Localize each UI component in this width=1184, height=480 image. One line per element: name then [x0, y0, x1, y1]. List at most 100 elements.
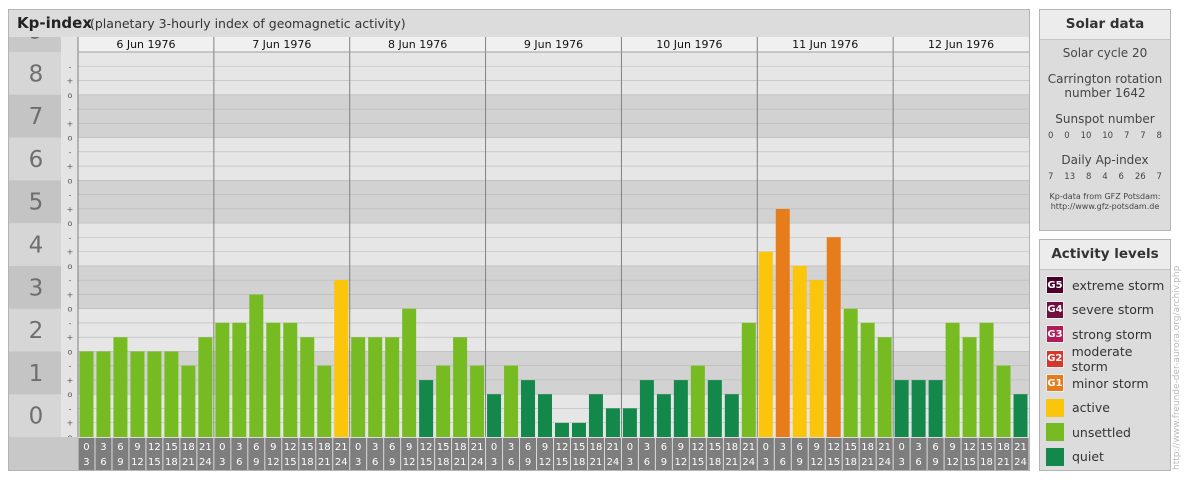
interval-end-label: 12 — [946, 457, 959, 468]
interval-start-label: 21 — [1014, 442, 1027, 453]
carrington-line-2: number 1642 — [1064, 86, 1146, 100]
kp-bar — [809, 280, 824, 437]
interval-start-label: 0 — [491, 442, 497, 453]
minor-tick-label: + — [67, 290, 74, 299]
interval-end-label: 21 — [590, 457, 603, 468]
interval-start-label: 12 — [963, 442, 976, 453]
interval-cell — [757, 438, 774, 470]
activity-level-swatch: G1 — [1046, 374, 1064, 392]
minor-tick-label: - — [69, 62, 72, 71]
interval-cell — [944, 438, 961, 470]
minor-tick-label: + — [67, 376, 74, 385]
interval-start-label: 0 — [898, 442, 904, 453]
kp-bar — [673, 380, 688, 437]
day-label: 11 Jun 1976 — [792, 38, 858, 51]
interval-cell — [587, 438, 604, 470]
y-tick-label: 1 — [29, 361, 44, 387]
interval-start-label: 15 — [301, 442, 314, 453]
minor-tick-label: - — [69, 319, 72, 328]
carrington-line-1: Carrington rotation — [1047, 72, 1163, 86]
ap-value: 7 — [1156, 172, 1162, 182]
activity-level-label: unsettled — [1072, 424, 1131, 440]
interval-end-label: 18 — [165, 457, 178, 468]
interval-start-label: 9 — [678, 442, 684, 453]
kp-bar — [758, 251, 773, 437]
interval-end-label: 24 — [1014, 457, 1027, 468]
interval-end-label: 6 — [644, 457, 650, 468]
kp-bar — [928, 380, 943, 437]
interval-start-label: 12 — [827, 442, 840, 453]
interval-end-label: 15 — [556, 457, 569, 468]
kp-bar — [996, 365, 1011, 437]
data-source-note: Kp-data from GFZ Potsdam: — [1049, 192, 1161, 201]
y-tick-label: 3 — [29, 275, 44, 301]
interval-start-label: 6 — [661, 442, 667, 453]
interval-cell — [689, 438, 706, 470]
kp-bar — [741, 322, 756, 437]
solar-data-panel: Solar data Solar cycle 20 Carrington rot… — [1039, 9, 1171, 231]
interval-cell — [486, 438, 503, 470]
kp-bar — [419, 380, 434, 437]
kp-bar — [232, 322, 247, 437]
interval-start-label: 15 — [165, 442, 178, 453]
interval-start-label: 12 — [556, 442, 569, 453]
interval-start-label: 6 — [253, 442, 259, 453]
interval-end-label: 15 — [827, 457, 840, 468]
sunspot-value: 7 — [1140, 131, 1146, 141]
minor-tick-label: o — [68, 262, 73, 271]
minor-tick-label: o — [68, 91, 73, 100]
kp-band — [78, 223, 1029, 266]
interval-end-label: 9 — [932, 457, 938, 468]
kp-bar — [571, 422, 586, 437]
y-axis-band — [9, 223, 61, 266]
interval-start-label: 12 — [284, 442, 297, 453]
y-tick-label: 9 — [29, 37, 44, 45]
interval-start-label: 3 — [508, 442, 514, 453]
interval-start-label: 18 — [861, 442, 874, 453]
activity-level-item: G4 severe storm — [1046, 300, 1170, 319]
interval-start-label: 21 — [742, 442, 755, 453]
interval-cell — [995, 438, 1012, 470]
interval-start-label: 12 — [691, 442, 704, 453]
interval-cell — [927, 438, 944, 470]
interval-cell — [842, 438, 859, 470]
interval-end-label: 9 — [253, 457, 259, 468]
minor-tick-label: + — [67, 162, 74, 171]
interval-end-label: 3 — [219, 457, 225, 468]
solar-data-heading: Solar data — [1040, 10, 1170, 40]
interval-start-label: 6 — [117, 442, 123, 453]
y-axis-band — [9, 351, 61, 395]
interval-start-label: 18 — [454, 442, 467, 453]
kp-bar — [96, 351, 111, 437]
kp-bar — [113, 337, 128, 437]
kp-bar — [639, 380, 654, 437]
day-label: 12 Jun 1976 — [928, 38, 994, 51]
kp-bar — [860, 322, 875, 437]
activity-level-item: G2 moderate storm — [1046, 344, 1170, 374]
interval-end-label: 3 — [627, 457, 633, 468]
sunspot-value: 7 — [1123, 131, 1130, 141]
activity-level-label: severe storm — [1072, 302, 1154, 317]
kp-band — [78, 137, 1029, 181]
sunspot-value: 0 — [1064, 131, 1070, 141]
interval-start-label: 3 — [372, 442, 378, 453]
y-axis-band — [9, 94, 61, 138]
interval-cell — [825, 438, 842, 470]
kp-bar — [605, 408, 620, 437]
data-source-url[interactable]: http://www.gfz-potsdam.de — [1050, 202, 1160, 211]
sunspot-value: 0 — [1048, 131, 1054, 141]
interval-cell — [384, 438, 401, 470]
interval-cell — [706, 438, 723, 470]
interval-cell — [503, 438, 520, 470]
interval-end-label: 21 — [182, 457, 195, 468]
kp-bar — [453, 337, 468, 437]
ap-heading: Daily Ap-index — [1061, 153, 1149, 167]
interval-cell — [740, 438, 757, 470]
minor-tick-label: + — [67, 205, 74, 214]
interval-end-label: 12 — [539, 457, 552, 468]
minor-tick-label: o — [68, 390, 73, 399]
interval-start-label: 21 — [471, 442, 484, 453]
interval-start-label: 18 — [182, 442, 195, 453]
interval-start-label: 9 — [406, 442, 412, 453]
minor-tick-label: - — [69, 148, 72, 157]
